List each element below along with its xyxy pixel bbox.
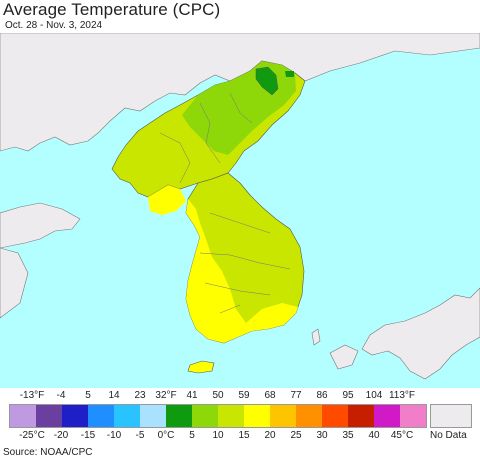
tick-c: 10	[212, 430, 224, 441]
tick-f: 23	[134, 390, 146, 401]
tick-f: 32°F	[155, 390, 177, 401]
temperature-map	[0, 33, 480, 388]
legend-swatch	[218, 405, 244, 427]
tick-c: 35	[342, 430, 354, 441]
japan-land	[361, 287, 480, 380]
tick-f: 41	[186, 390, 198, 401]
tick-f: 68	[264, 390, 276, 401]
tick-c: -20	[53, 430, 69, 441]
tick-f: 77	[290, 390, 302, 401]
nodata-swatch	[430, 404, 472, 428]
japan-island	[329, 344, 359, 370]
tsushima-island	[311, 328, 321, 346]
tick-c: 45°C	[390, 430, 414, 441]
legend-swatch	[400, 405, 426, 427]
tick-c: -5	[135, 430, 145, 441]
nk-coldest-area	[255, 66, 279, 96]
tick-c: 25	[290, 430, 302, 441]
tick-c: 0°C	[157, 430, 175, 441]
celsius-scale: -25°C -20 -15 -10 -5 0°C 5 10 15 20 25 3…	[0, 430, 480, 442]
tick-c: -25°C	[19, 430, 45, 441]
legend-swatch	[192, 405, 218, 427]
color-legend	[9, 404, 427, 428]
tick-c: 20	[264, 430, 276, 441]
tick-c: 5	[189, 430, 195, 441]
source-credit: Source: NOAA/CPC	[3, 447, 93, 458]
legend-swatch	[270, 405, 296, 427]
legend-swatch	[88, 405, 114, 427]
tick-f: 86	[316, 390, 328, 401]
tick-f: 50	[212, 390, 224, 401]
tick-f: 14	[108, 390, 120, 401]
legend-swatch	[348, 405, 374, 427]
legend-swatch	[114, 405, 140, 427]
tick-f: -13°F	[19, 390, 45, 401]
tick-c: -15	[80, 430, 96, 441]
tick-c: -10	[106, 430, 122, 441]
tick-f: -4	[56, 390, 66, 401]
legend-swatch	[322, 405, 348, 427]
nk-coldest-spot	[285, 71, 294, 77]
tick-c: 15	[238, 430, 250, 441]
province-borders	[159, 92, 291, 314]
legend-swatch	[374, 405, 400, 427]
legend-swatch	[62, 405, 88, 427]
tick-f: 59	[238, 390, 250, 401]
tick-c: 40	[368, 430, 380, 441]
chart-title: Average Temperature (CPC)	[3, 0, 221, 19]
legend-swatch	[36, 405, 62, 427]
west-coast-land	[0, 247, 29, 319]
fahrenheit-scale: -13°F -4 5 14 23 32°F 41 50 59 68 77 86 …	[0, 390, 480, 402]
tick-f: 5	[85, 390, 91, 401]
china-land	[0, 33, 480, 152]
nodata-label: No Data	[430, 430, 467, 441]
legend-swatch	[140, 405, 166, 427]
tick-f: 113°F	[388, 390, 416, 401]
sk-south-warm	[238, 303, 298, 337]
sk-west-warm	[186, 199, 246, 343]
legend-swatch	[244, 405, 270, 427]
legend-swatch	[166, 405, 192, 427]
shandong-land	[0, 202, 81, 249]
tick-c: 30	[316, 430, 328, 441]
jeju-island	[187, 360, 215, 374]
tick-f: 104	[365, 390, 383, 401]
legend-swatch	[296, 405, 322, 427]
date-range: Oct. 28 - Nov. 3, 2024	[5, 20, 103, 31]
tick-f: 95	[342, 390, 354, 401]
legend-swatch	[10, 405, 36, 427]
nk-west-warm	[148, 185, 186, 215]
